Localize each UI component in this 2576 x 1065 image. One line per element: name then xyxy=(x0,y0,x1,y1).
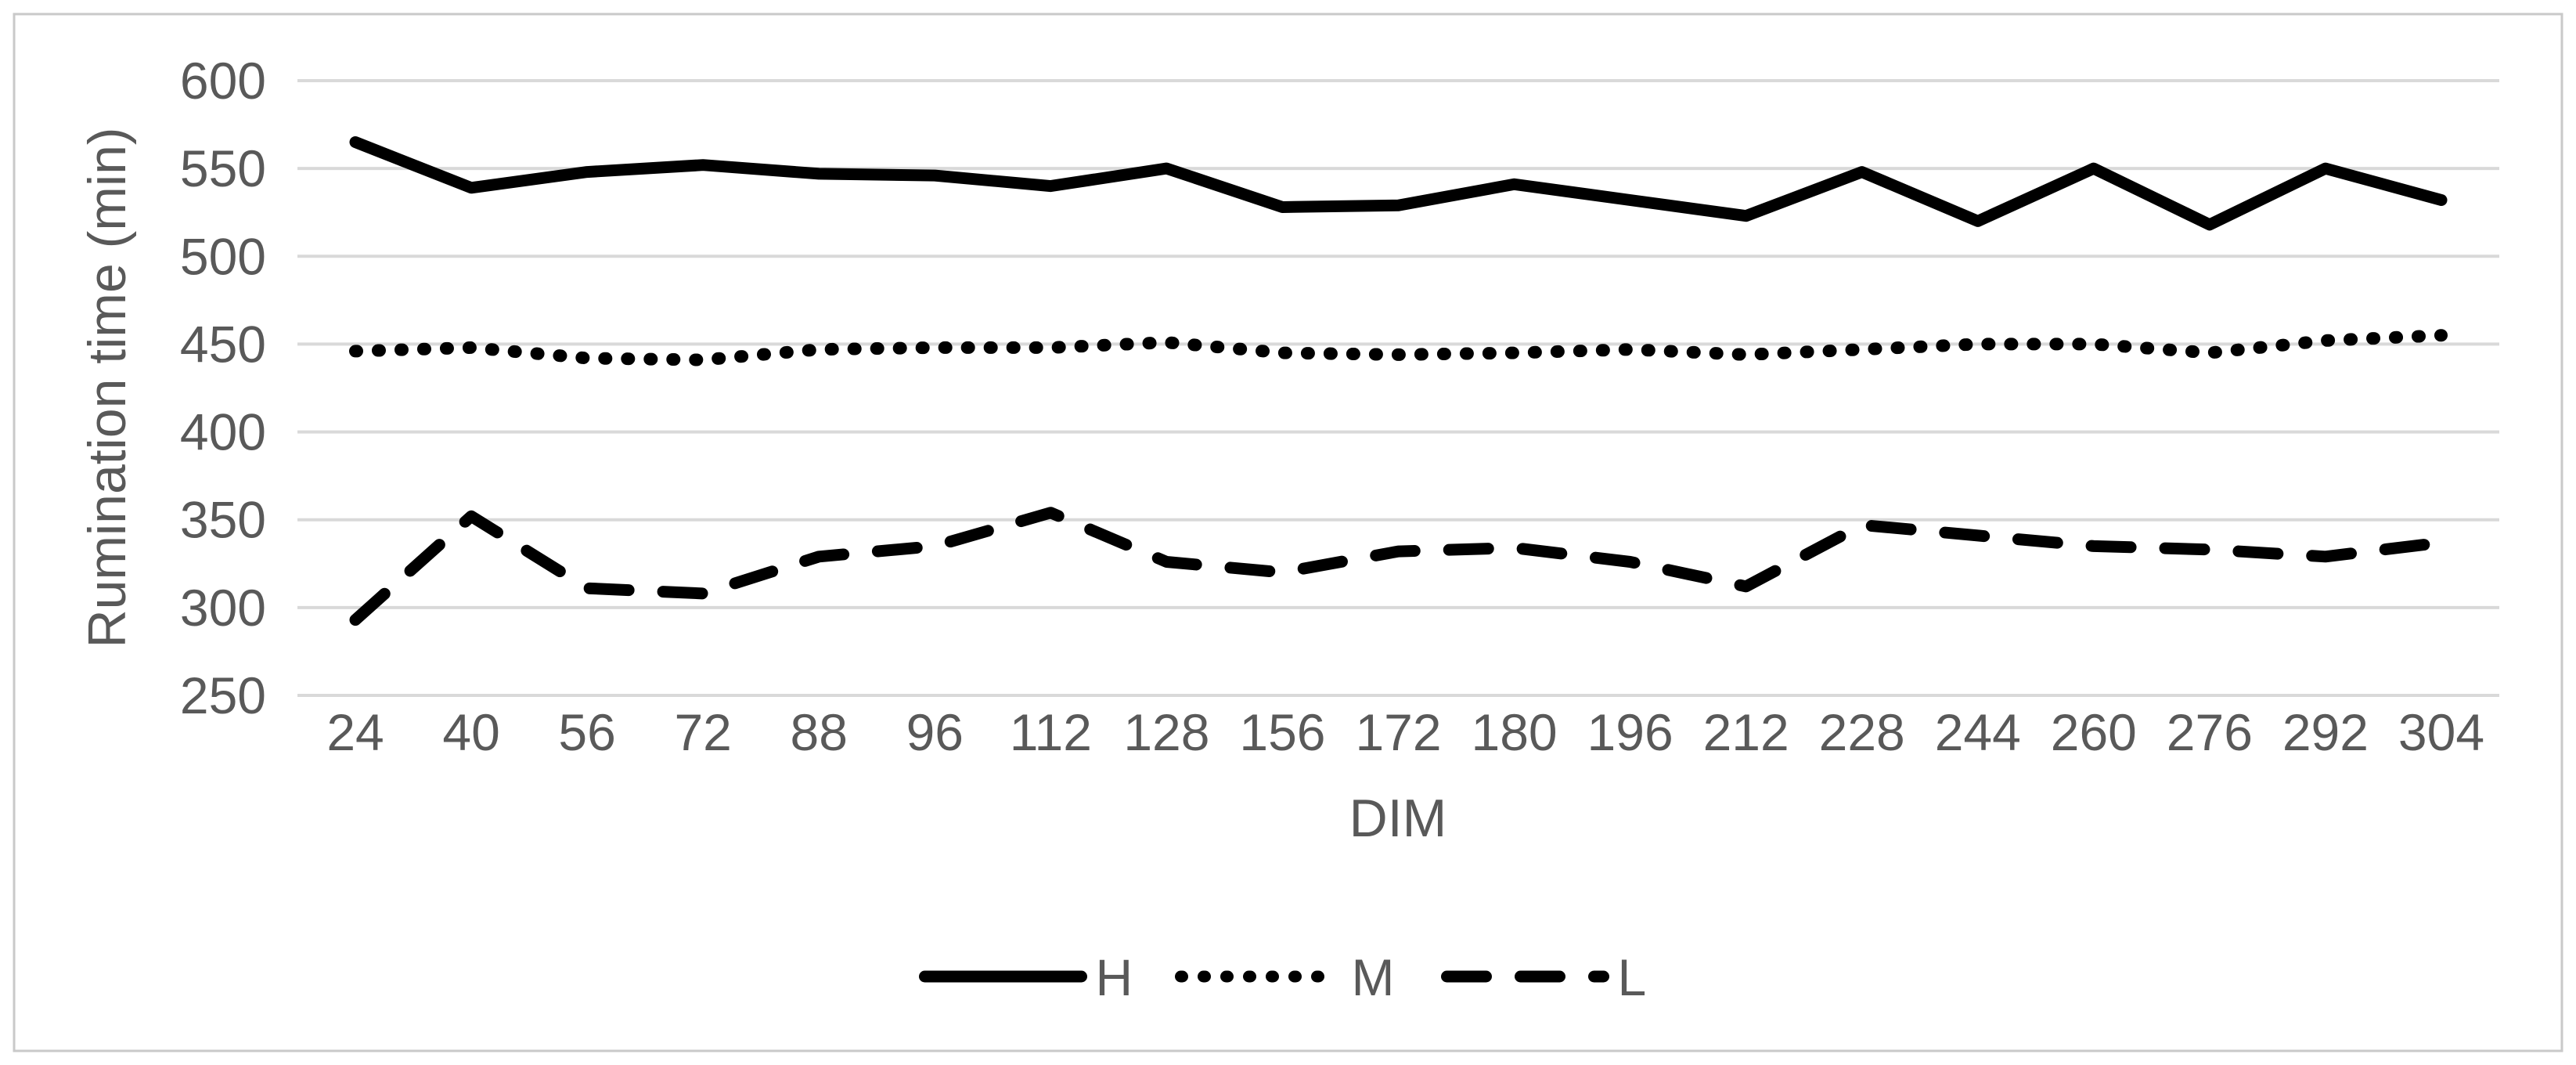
x-axis-tick-label: 196 xyxy=(1587,703,1673,761)
x-axis-tick-label: 228 xyxy=(1819,703,1905,761)
series-line-h xyxy=(349,136,2448,231)
x-axis-tick-label: 260 xyxy=(2051,703,2137,761)
legend-label-h: H xyxy=(1096,948,1133,1006)
x-axis-tick-label: 128 xyxy=(1123,703,1209,761)
series-line-m xyxy=(349,329,2448,366)
chart-border xyxy=(13,13,2563,1052)
y-axis-tick-labels: 600 550 500 450 400 350 300 250 xyxy=(180,52,266,724)
x-axis-tick-label: 56 xyxy=(558,703,615,761)
y-axis-tick-label: 450 xyxy=(180,315,266,373)
y-axis-tick-label: 600 xyxy=(180,52,266,110)
y-axis-tick-label: 500 xyxy=(180,227,266,285)
x-axis-tick-label: 244 xyxy=(1935,703,2021,761)
series-line-l xyxy=(349,507,2448,626)
y-axis-tick-label: 300 xyxy=(180,579,266,637)
gridlines xyxy=(297,79,2499,697)
y-axis-tick-label: 400 xyxy=(180,403,266,461)
x-axis-tick-label: 96 xyxy=(906,703,964,761)
x-axis-tick-labels: 24 40 56 72 88 96 112 128 156 172 180 196 212 228 244 2… xyxy=(326,703,2484,761)
y-axis-tick-label: 550 xyxy=(180,139,266,197)
x-axis-title: DIM xyxy=(1349,789,1447,848)
legend-label-m: M xyxy=(1352,948,1395,1006)
x-axis-tick-label: 40 xyxy=(442,703,499,761)
x-axis-tick-label: 112 xyxy=(1010,703,1092,761)
y-axis-tick-label: 350 xyxy=(180,491,266,549)
series-lines xyxy=(349,136,2448,626)
x-axis-tick-label: 180 xyxy=(1471,703,1557,761)
x-axis-tick-label: 172 xyxy=(1355,703,1441,761)
x-axis-tick-label: 292 xyxy=(2282,703,2369,761)
x-axis-tick-label: 156 xyxy=(1239,703,1325,761)
x-axis-tick-label: 276 xyxy=(2167,703,2253,761)
y-axis-title: Rumination time (min) xyxy=(77,127,137,648)
y-axis-tick-label: 250 xyxy=(180,666,266,724)
x-axis-tick-label: 72 xyxy=(674,703,731,761)
x-axis-tick-label: 212 xyxy=(1703,703,1789,761)
x-axis-tick-label: 88 xyxy=(791,703,848,761)
x-axis-tick-label: 24 xyxy=(326,703,384,761)
legend-label-l: L xyxy=(1618,948,1647,1006)
x-axis-tick-label: 304 xyxy=(2398,703,2484,761)
